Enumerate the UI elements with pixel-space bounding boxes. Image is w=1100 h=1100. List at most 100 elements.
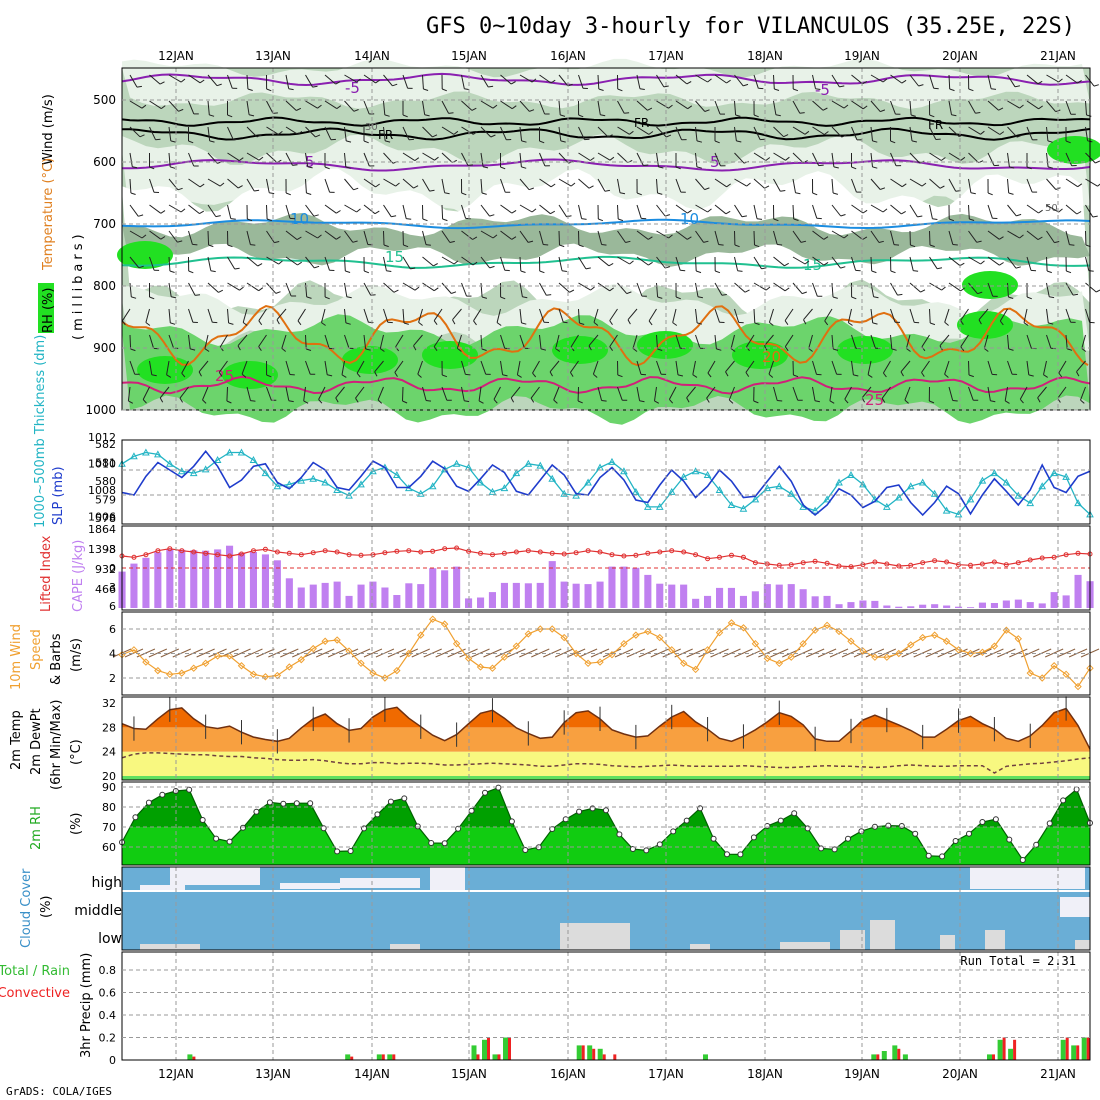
- wind-barb: [188, 204, 200, 214]
- thickness-point: [918, 478, 927, 486]
- li-point: [262, 546, 268, 552]
- wind-barb-feather: [266, 88, 272, 92]
- wind-barb-feather: [464, 400, 470, 403]
- rh-point: [845, 835, 851, 842]
- cloud-low: [940, 935, 955, 950]
- wind-barb: [246, 256, 259, 267]
- li-point: [752, 560, 758, 566]
- precip-label-conv: Convective: [0, 986, 70, 1001]
- wind-speed-point: [751, 639, 760, 648]
- wind-barb-feather: [853, 374, 859, 377]
- wind-barb: [539, 334, 542, 349]
- li-point: [203, 550, 209, 556]
- wind-barb: [944, 308, 950, 323]
- wind-barb-feather: [529, 109, 535, 112]
- wind-barb: [851, 126, 858, 141]
- wind-barb-feather: [765, 286, 771, 291]
- cape-bar: [285, 578, 293, 608]
- wind-barb-feather: [901, 183, 907, 188]
- thickness-point: [512, 469, 521, 477]
- wind-barb: [519, 230, 529, 243]
- wind-barb: [792, 152, 804, 164]
- rh-blob: [957, 311, 1013, 339]
- wind-barb: [355, 386, 365, 399]
- wind-barb-feather: [598, 218, 604, 222]
- cape-bar: [381, 587, 389, 608]
- li-point: [1003, 562, 1009, 568]
- precip-total-bar: [997, 1039, 1003, 1061]
- wind-barb: [656, 360, 662, 375]
- wind-barb: [179, 386, 189, 399]
- wind-barb-feather: [239, 286, 244, 291]
- wind-speed-point: [596, 658, 604, 666]
- wind-barb-feather: [897, 293, 903, 296]
- wind-barb: [812, 360, 817, 375]
- ytick-p2-left: 578: [95, 512, 116, 525]
- thickness-point: [775, 482, 784, 490]
- millibars-label: (millibars): [71, 230, 86, 340]
- wind-barb: [792, 282, 803, 294]
- wind-barb-feather: [978, 319, 982, 325]
- precip-conv-bar: [992, 1054, 995, 1060]
- rh-mask: [122, 782, 1090, 860]
- wind-barb-feather: [785, 156, 790, 161]
- wind-barb-feather: [783, 134, 789, 138]
- wind-barb-feather: [663, 85, 669, 88]
- thickness-point: [655, 502, 664, 510]
- wind-barb-feather: [170, 140, 176, 143]
- wind-barb: [539, 204, 551, 215]
- rh-point: [495, 784, 502, 791]
- cloud-low: [140, 944, 200, 950]
- thickness-point: [452, 459, 461, 467]
- wind-barb: [480, 152, 484, 167]
- precip-total-bar: [597, 1048, 603, 1061]
- li-point: [191, 549, 197, 555]
- wind-barb: [383, 204, 392, 217]
- wind-barb-feather: [324, 296, 330, 300]
- ytick-p1: 700: [93, 217, 116, 231]
- wind-barb: [129, 360, 136, 375]
- wind-barb-feather: [754, 322, 760, 325]
- wind-barb: [266, 100, 274, 114]
- wind-barb-feather: [531, 208, 537, 213]
- wind-barb: [870, 126, 873, 141]
- wind-barb-feather: [657, 192, 663, 195]
- wind-barb: [344, 334, 350, 349]
- precip-conv-bar: [350, 1056, 354, 1060]
- wind-barb: [870, 256, 873, 272]
- wind-speed-point: [297, 655, 305, 664]
- wind-barb: [402, 256, 411, 270]
- wind-barb-feather: [136, 85, 142, 88]
- wind-label-c: & Barbs: [49, 633, 64, 685]
- wind-barb-feather: [608, 262, 614, 267]
- wind-barb-feather: [171, 296, 177, 299]
- wind-barb: [1007, 152, 1010, 167]
- rh-point: [347, 848, 354, 854]
- thickness-point: [1038, 482, 1047, 490]
- wind-barb-feather: [980, 260, 985, 265]
- rh-point: [401, 795, 408, 802]
- wind-barb-feather: [336, 105, 342, 110]
- wind-barb: [831, 126, 843, 138]
- surface-barb: [280, 648, 299, 658]
- wind-barb: [909, 256, 914, 271]
- wind-barb: [831, 256, 841, 269]
- wind-barb-feather: [941, 286, 946, 291]
- wind-barb: [145, 308, 150, 323]
- wind-barb: [968, 256, 981, 265]
- wind-barb: [441, 152, 453, 163]
- wind-barb-feather: [960, 346, 965, 352]
- wind-barb-feather: [335, 397, 339, 403]
- cape-bar: [787, 584, 795, 608]
- li-point: [131, 554, 137, 560]
- wind-speed-point: [249, 670, 258, 679]
- wind-barb-feather: [121, 320, 126, 326]
- wind-barb-feather: [784, 262, 789, 267]
- ytick-p3-left: 6: [109, 600, 116, 613]
- wind-barb: [188, 152, 195, 167]
- wind-barb-feather: [588, 185, 594, 189]
- wind-barb: [695, 178, 705, 190]
- wind-barb-feather: [804, 260, 810, 265]
- wind-barb-feather: [991, 88, 997, 90]
- wind-barb: [441, 126, 455, 135]
